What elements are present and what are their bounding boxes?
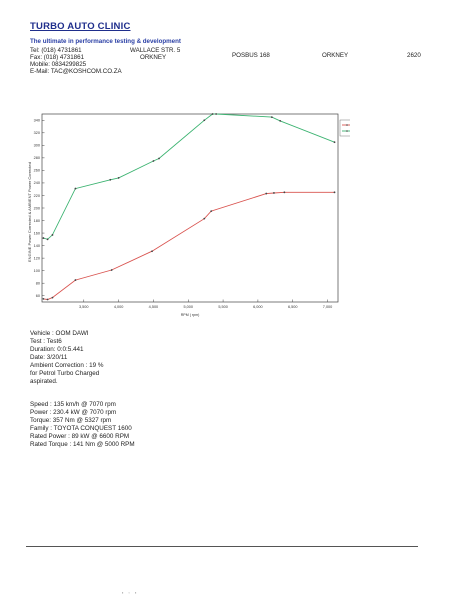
- y-tick-label: 260: [34, 169, 40, 173]
- data-point-power: [273, 192, 275, 194]
- data-point-torque: [158, 157, 160, 160]
- data-point-torque: [42, 237, 45, 239]
- address-street: WALLACE STR. 5: [130, 47, 181, 54]
- fuel-note-1: for Petrol Turbo Charged: [30, 370, 100, 377]
- result-power: Power : 230.4 kW @ 7070 rpm: [30, 409, 117, 416]
- data-point-torque: [74, 187, 77, 190]
- y-tick-label: 280: [34, 156, 40, 160]
- data-point-power: [210, 210, 213, 213]
- legend-marker-torque: [346, 130, 348, 132]
- page-footer-scribble: ▪ ▫ ▪: [122, 590, 139, 595]
- vehicle-name: Vehicle : OOM DAWI: [30, 330, 89, 337]
- data-point-power: [110, 269, 113, 271]
- data-point-power: [151, 250, 153, 253]
- data-point-torque: [333, 141, 336, 144]
- x-axis-ticks: 3,500 4,000 4,500 5,000 5,500 6,000 6,500 7,000: [79, 299, 333, 309]
- y-tick-label: 80: [36, 282, 40, 286]
- series-line-torque: [43, 113, 335, 240]
- legend-marker-power: [346, 124, 348, 126]
- data-point-torque: [203, 119, 206, 122]
- data-point-power: [333, 191, 336, 194]
- x-tick-label: 5,000: [184, 305, 194, 309]
- x-tick-label: 7,000: [323, 305, 333, 309]
- data-point-torque: [117, 177, 120, 179]
- postal-town: ORKNEY: [322, 52, 349, 59]
- contact-fax: Fax: (018) 4731861: [30, 54, 85, 61]
- data-point-torque: [46, 238, 49, 241]
- data-point-torque: [51, 234, 54, 236]
- legend-box: [339, 119, 350, 137]
- fuel-note-2: aspirated.: [30, 378, 58, 385]
- data-point-power: [51, 296, 54, 299]
- result-speed: Speed : 135 km/h @ 7070 rpm: [30, 401, 116, 408]
- x-tick-label: 3,500: [79, 305, 89, 309]
- data-point-torque: [211, 113, 214, 115]
- postal-code: 2620: [407, 52, 421, 59]
- y-tick-label: 120: [34, 256, 40, 260]
- page-divider: [26, 546, 418, 547]
- y-tick-label: 240: [34, 181, 40, 185]
- data-point-torque: [279, 119, 282, 122]
- test-date: Date: 3/20/11: [30, 354, 68, 361]
- y-tick-label: 60: [36, 294, 40, 298]
- data-point-power: [203, 217, 206, 220]
- company-name: TURBO AUTO CLINIC: [30, 21, 131, 32]
- data-point-torque: [270, 116, 273, 119]
- contact-tel: Tel: (018) 4731861: [30, 47, 82, 54]
- plot-frame: [41, 113, 339, 303]
- dyno-chart: 340 320 300 280 260 240 220 200 180 160 140 120 100 8…: [27, 113, 350, 317]
- company-tagline: The ultimate in performance testing & de…: [30, 38, 181, 45]
- x-tick-label: 4,500: [149, 305, 159, 309]
- x-tick-label: 5,500: [218, 305, 228, 309]
- x-tick-label: 4,000: [114, 305, 124, 309]
- data-point-power: [42, 297, 45, 300]
- y-tick-label: 320: [34, 131, 40, 135]
- legend: OOM DAWI : PowerOOM DAWI : Torque: [339, 119, 350, 137]
- contact-mobile: Mobile: 0834299825: [30, 61, 87, 68]
- data-point-power: [74, 279, 77, 281]
- y-axis-ticks: 340 320 300 280 260 240 220 200 180 160 140 120 100 8…: [34, 119, 45, 298]
- vehicle-family: Family : TOYOTA CONQUEST 1600: [30, 425, 132, 432]
- y-tick-label: 160: [34, 231, 40, 235]
- contact-email: E-Mail: TAC@KOSHCOM.CO.ZA: [30, 68, 122, 75]
- data-point-torque: [152, 160, 155, 162]
- series-layer: [42, 113, 336, 301]
- data-point-torque: [215, 113, 218, 115]
- data-point-power: [283, 191, 286, 194]
- y-tick-label: 100: [34, 269, 40, 273]
- x-tick-label: 6,000: [253, 305, 263, 309]
- data-point-power: [265, 192, 268, 195]
- result-torque: Torque: 357 Nm @ 5327 rpm: [30, 417, 112, 424]
- data-point-torque: [109, 178, 112, 181]
- rated-power: Rated Power : 89 kW @ 6600 RPM: [30, 433, 130, 440]
- y-axis-label: ENGINE Power Corrected & AMBIENT Power C…: [27, 162, 32, 262]
- y-tick-label: 300: [34, 144, 40, 148]
- y-tick-label: 220: [34, 194, 40, 198]
- test-name: Test : Test6: [30, 338, 62, 345]
- address-town: ORKNEY: [140, 54, 167, 61]
- y-tick-label: 140: [34, 244, 40, 248]
- rated-torque: Rated Torque : 141 Nm @ 5000 RPM: [30, 441, 135, 448]
- x-axis-label: RPM ( rpm): [181, 313, 200, 317]
- x-tick-label: 6,500: [288, 305, 298, 309]
- test-duration: Duration: 0:0:5.441: [30, 346, 84, 353]
- data-point-power: [46, 298, 49, 301]
- ambient-correction: Ambient Correction : 19 %: [30, 362, 104, 369]
- y-tick-label: 180: [34, 219, 40, 223]
- y-tick-label: 340: [34, 119, 40, 123]
- y-tick-label: 200: [34, 206, 40, 210]
- postal-box: POSBUS 168: [232, 52, 270, 59]
